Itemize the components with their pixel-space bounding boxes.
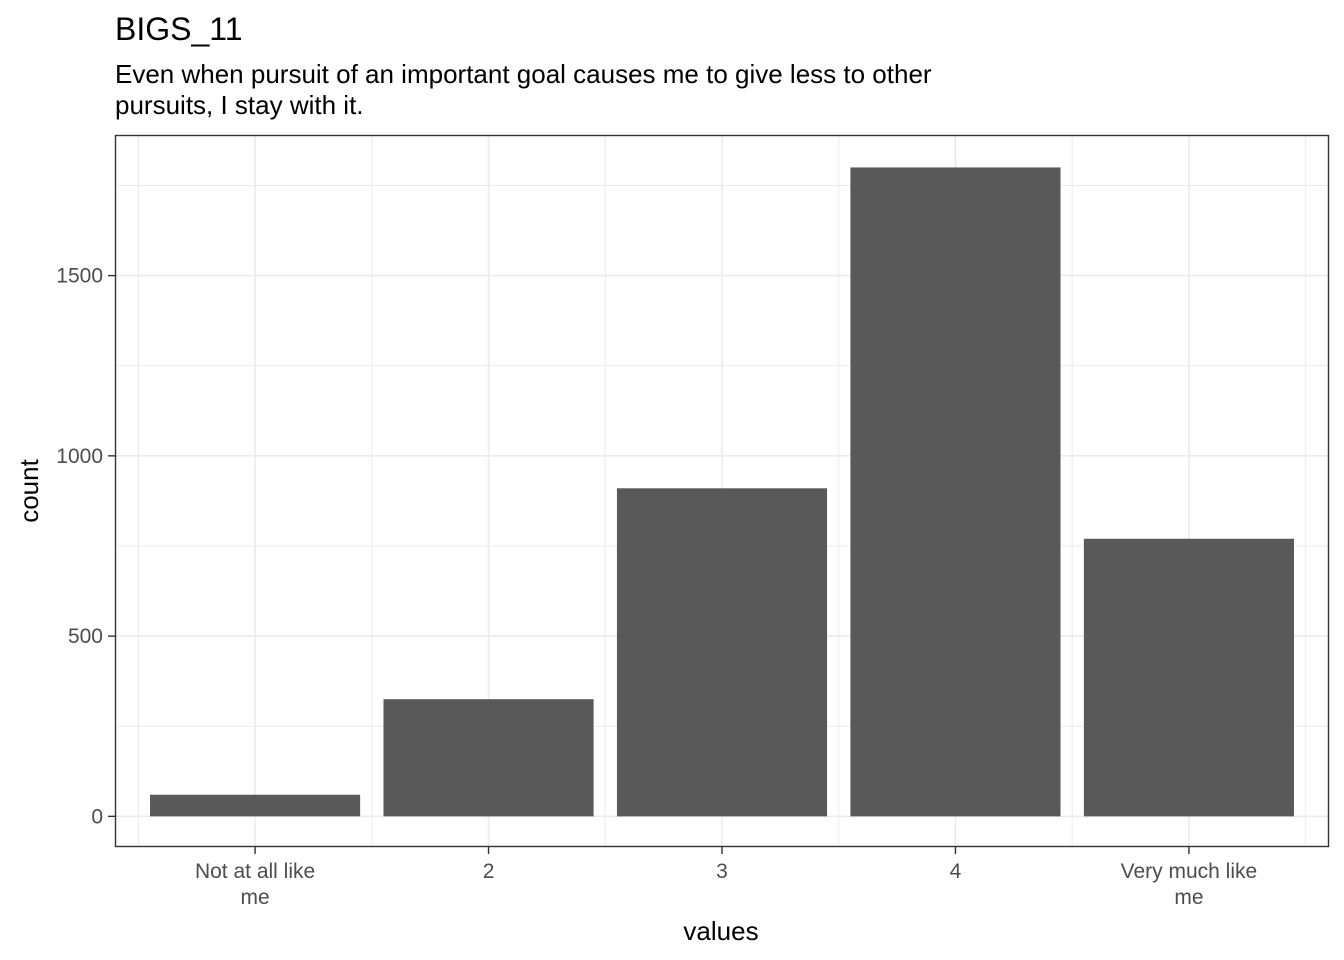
x-tick-label: Very much like me [1121, 860, 1258, 909]
bar [383, 699, 594, 817]
bar [150, 794, 361, 817]
chart-subtitle: Even when pursuit of an important goal c… [115, 59, 1055, 121]
x-axis: Not at all like me 2 3 4 Very much like me [195, 847, 1257, 909]
bar [616, 488, 828, 817]
x-tick-label: 2 [483, 860, 495, 883]
chart-subtitle-line-1: Even when pursuit of an important goal c… [115, 59, 932, 89]
x-axis-title: values [683, 916, 758, 946]
y-axis: 0 500 1000 1500 [56, 265, 115, 828]
y-tick-label: 0 [91, 805, 103, 828]
x-tick-label: 4 [950, 860, 962, 883]
y-tick-label: 500 [68, 625, 103, 648]
bar [850, 167, 1061, 817]
y-tick-label: 1500 [56, 265, 103, 288]
panel-border [114, 134, 1330, 848]
chart-subtitle-line-2: pursuits, I stay with it. [115, 90, 364, 120]
y-tick-label: 1000 [56, 445, 103, 468]
bar [1083, 538, 1294, 817]
bars [150, 167, 1294, 817]
x-tick-label: 3 [716, 860, 728, 883]
y-axis-title: count [14, 458, 44, 522]
chart-title: BIGS_11 [115, 11, 243, 47]
x-tick-label: Not at all like me [195, 860, 315, 909]
